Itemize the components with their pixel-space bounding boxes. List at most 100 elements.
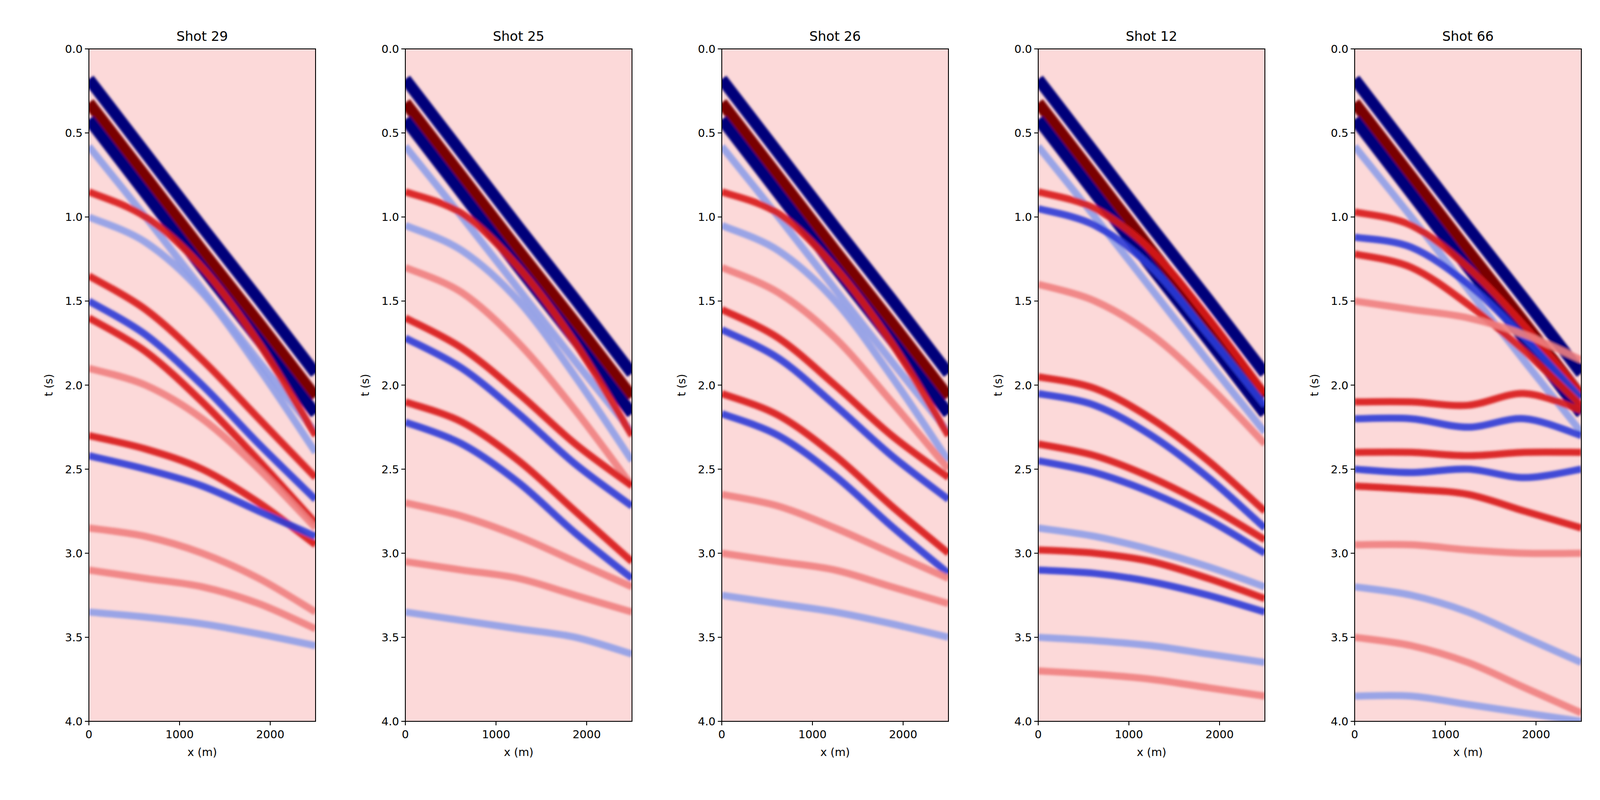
event-line <box>1038 102 1265 397</box>
event-line <box>721 192 949 436</box>
event-line <box>88 102 316 397</box>
y-tick-label: 1.0 <box>381 210 400 224</box>
y-tick-label: 1.0 <box>64 210 83 224</box>
event-line <box>1038 570 1265 613</box>
event-line <box>1354 119 1582 414</box>
x-tick <box>812 721 813 726</box>
y-tick-label: 2.0 <box>381 379 400 392</box>
y-tick <box>1350 216 1355 218</box>
x-tick <box>721 721 723 726</box>
event-line <box>1354 102 1582 397</box>
y-tick-label: 1.5 <box>381 294 400 308</box>
events <box>721 79 949 638</box>
y-tick-label: 1.0 <box>697 210 716 224</box>
x-axis-title: x (m) <box>820 745 851 759</box>
x-tick <box>1354 721 1356 726</box>
y-tick <box>1034 384 1039 386</box>
y-tick-label: 0.5 <box>1330 126 1349 140</box>
y-tick-label: 0.0 <box>697 42 716 56</box>
y-tick <box>1034 468 1039 470</box>
y-tick <box>84 300 89 302</box>
y-tick <box>401 48 406 50</box>
y-axis-title: t (s) <box>1308 373 1321 396</box>
x-axis-title: x (m) <box>1136 745 1167 759</box>
event-line <box>88 368 316 528</box>
y-tick <box>1034 216 1039 218</box>
y-tick <box>1034 552 1039 554</box>
event-line <box>1354 79 1582 374</box>
y-tick <box>1350 636 1355 638</box>
y-tick-label: 0.0 <box>64 42 83 56</box>
x-tick <box>1037 721 1039 726</box>
y-tick <box>401 720 406 722</box>
x-tick-label: 1000 <box>1431 728 1460 741</box>
y-tick-label: 3.5 <box>697 631 716 644</box>
x-tick-label: 1000 <box>798 728 827 741</box>
y-tick-label: 3.0 <box>1014 547 1032 560</box>
event-line <box>721 267 949 470</box>
x-tick <box>404 721 406 726</box>
event-line <box>88 435 316 545</box>
y-tick <box>84 468 89 470</box>
y-tick-label: 3.0 <box>381 547 400 560</box>
y-tick <box>1350 720 1355 722</box>
x-tick-label: 0 <box>1034 728 1042 741</box>
event-line <box>1354 146 1582 432</box>
x-tick-label: 1000 <box>165 728 194 741</box>
event-line <box>1354 300 1582 360</box>
y-tick <box>1034 300 1039 302</box>
x-tick <box>269 721 271 726</box>
y-tick <box>84 552 89 554</box>
y-tick-label: 2.5 <box>64 463 83 476</box>
x-tick <box>1219 721 1220 726</box>
x-tick-label: 2000 <box>256 728 285 741</box>
y-axis-title: t (s) <box>42 373 56 396</box>
y-tick-label: 4.0 <box>1014 715 1032 728</box>
y-tick <box>84 636 89 638</box>
event-line <box>88 455 316 537</box>
y-tick-label: 3.5 <box>1330 631 1349 644</box>
y-tick <box>1034 720 1039 722</box>
y-tick-label: 1.5 <box>64 294 83 308</box>
panel: 0100020000.00.51.01.52.02.53.03.54.0Shot… <box>991 28 1265 759</box>
x-tick <box>179 721 180 726</box>
event-line <box>88 79 316 374</box>
y-tick <box>84 384 89 386</box>
y-tick-label: 0.0 <box>381 42 400 56</box>
event-line <box>721 102 949 397</box>
y-tick-label: 4.0 <box>697 715 716 728</box>
y-tick-label: 2.5 <box>1014 463 1032 476</box>
y-tick <box>401 216 406 218</box>
event-line <box>721 595 949 638</box>
y-tick <box>717 552 722 554</box>
y-tick <box>401 552 406 554</box>
y-tick <box>717 384 722 386</box>
event-line <box>1354 544 1582 554</box>
y-tick-label: 2.0 <box>1014 379 1032 392</box>
event-line <box>1038 637 1265 663</box>
event-line <box>1038 460 1265 554</box>
y-tick <box>1350 468 1355 470</box>
x-tick <box>88 721 90 726</box>
y-tick <box>717 216 722 218</box>
plot-background <box>405 48 632 722</box>
y-tick <box>717 300 722 302</box>
y-tick <box>401 384 406 386</box>
y-tick-label: 3.0 <box>64 547 83 560</box>
y-tick <box>1350 132 1355 134</box>
events <box>1038 79 1265 696</box>
x-tick <box>495 721 497 726</box>
y-tick-label: 3.5 <box>64 631 83 644</box>
y-axis-title: t (s) <box>991 373 1005 396</box>
x-tick-label: 1000 <box>481 728 511 741</box>
events <box>88 79 316 646</box>
event-line <box>1354 418 1582 436</box>
y-tick <box>1034 48 1039 50</box>
figure: 0100020000.00.51.01.52.02.53.03.54.0Shot… <box>0 0 1600 800</box>
y-tick <box>1350 552 1355 554</box>
y-tick <box>84 216 89 218</box>
y-tick-label: 2.5 <box>381 463 400 476</box>
y-tick-label: 4.0 <box>64 715 83 728</box>
frame <box>88 48 316 722</box>
event-line <box>1354 253 1582 405</box>
